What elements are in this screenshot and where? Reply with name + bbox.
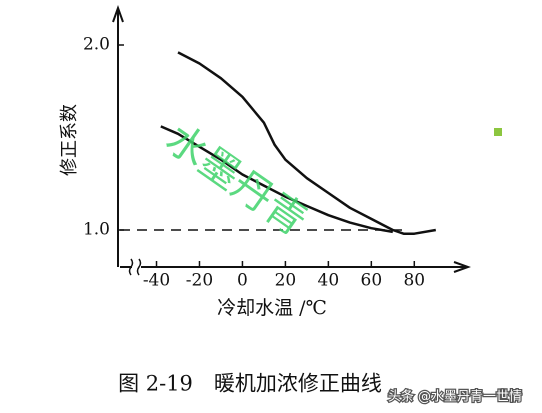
y-tick-label: 2.0 [83, 35, 110, 55]
line-series [177, 51, 437, 235]
x-tick-label: 0 [237, 271, 248, 291]
x-tick-label: -40 [143, 271, 170, 291]
x-tick-label: 20 [275, 271, 297, 291]
x-tick-label: 60 [361, 271, 383, 291]
y-tick-label: 1.0 [83, 220, 110, 240]
x-tick-label: 80 [403, 271, 425, 291]
line-series [160, 125, 394, 234]
axis-break-mark [128, 258, 142, 276]
credit: 头条 @水墨丹青一世情 [388, 389, 522, 405]
x-tick-label: -20 [186, 271, 213, 291]
y-axis-label: 修正系数 [59, 104, 80, 176]
caption: 图 2-19 暖机加浓修正曲线 [118, 372, 382, 396]
x-axis-arrow [453, 261, 471, 273]
y-axis-arrow [112, 5, 124, 23]
x-tick-label: 40 [318, 271, 340, 291]
decoration [494, 128, 502, 136]
axis-break [132, 259, 141, 275]
x-axis-label: 冷却水温 /℃ [217, 297, 327, 319]
